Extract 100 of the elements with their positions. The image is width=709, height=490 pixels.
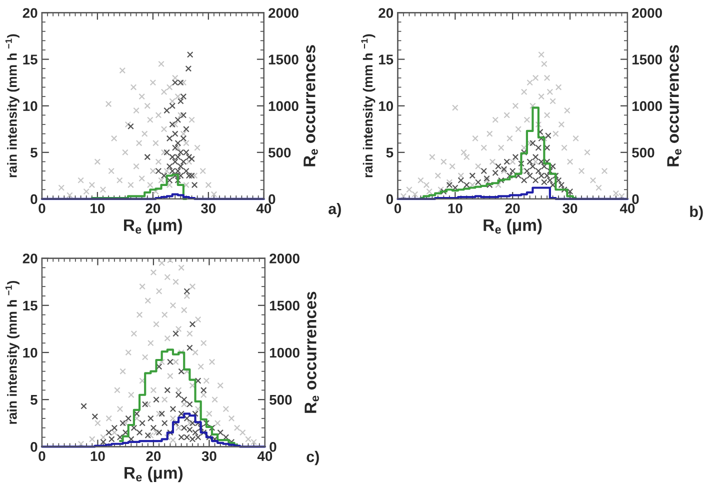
x-axis-title: R$_{e}$ (μm) <box>124 466 182 482</box>
point <box>80 403 87 410</box>
point <box>116 434 124 440</box>
x-tick-label: 10 <box>90 203 105 214</box>
y-tick-label: 10 <box>23 101 38 112</box>
point <box>184 415 190 422</box>
y-tick-label: 20 <box>22 8 38 18</box>
point <box>550 163 556 170</box>
point <box>148 415 154 422</box>
point <box>545 132 552 139</box>
y2-tick-label: 1500 <box>632 54 662 64</box>
x-tick-label: 10 <box>448 203 462 214</box>
point <box>498 177 504 184</box>
point <box>518 160 524 167</box>
y2-tick-label: 1500 <box>268 54 298 64</box>
x-tick-label: 40 <box>257 451 272 462</box>
x-tick-label: 30 <box>202 451 216 462</box>
point <box>184 288 190 294</box>
point <box>524 168 530 174</box>
y-tick-label: 5 <box>386 148 394 158</box>
point <box>164 149 170 156</box>
y2-tick-label: 0 <box>268 194 276 204</box>
point <box>172 158 178 165</box>
point <box>512 154 519 160</box>
y-tick-label: 0 <box>386 194 394 204</box>
point <box>178 98 184 104</box>
point <box>541 163 548 170</box>
point <box>509 168 516 174</box>
point <box>169 121 176 128</box>
y-tick-label: 0 <box>30 194 38 204</box>
point <box>111 424 118 431</box>
point <box>535 168 542 174</box>
point <box>120 420 126 426</box>
text: c) <box>306 450 319 466</box>
point <box>174 140 182 146</box>
point <box>164 387 171 394</box>
point <box>458 177 464 184</box>
x-tick-label: 40 <box>620 203 635 214</box>
y-axis-title: rain intensity (mm h $^{−1}$) <box>361 34 376 178</box>
y-tick-label: 10 <box>23 348 38 358</box>
point <box>532 154 539 160</box>
x-axis-title: R$_{e}$ (μm) <box>124 218 182 234</box>
point <box>153 396 160 403</box>
y-tick-label: 15 <box>379 54 394 64</box>
point <box>92 413 98 420</box>
y-axis-title: rain intensity (mm h $^{−1}$) <box>5 280 20 424</box>
y2-tick-label: 500 <box>268 148 291 158</box>
point <box>170 406 176 412</box>
point <box>156 429 162 436</box>
point <box>166 163 173 170</box>
point <box>526 158 533 165</box>
point <box>532 177 539 184</box>
point <box>139 420 146 426</box>
point <box>158 410 165 417</box>
point <box>546 168 554 174</box>
point <box>189 321 196 328</box>
x-tick-label: 20 <box>146 451 161 462</box>
point <box>194 378 202 384</box>
y2-tick-label: 1000 <box>268 101 298 112</box>
point <box>185 65 192 72</box>
point <box>144 432 152 439</box>
x-tick-label: 10 <box>90 451 105 462</box>
x-tick-label: 30 <box>562 203 578 214</box>
point <box>142 401 148 408</box>
y-tick-label: 20 <box>378 8 394 18</box>
y2-tick-label: 1000 <box>270 348 300 358</box>
x-tick-label: 30 <box>201 203 216 214</box>
y-tick-label: 20 <box>22 254 38 264</box>
point <box>186 401 193 408</box>
point <box>128 123 134 130</box>
point <box>530 140 536 146</box>
x-tick-label: 40 <box>256 203 272 214</box>
point <box>125 415 132 422</box>
y2-tick-label: 0 <box>270 442 276 452</box>
point <box>167 358 174 366</box>
y2-axis-title: R$_{e}$ occurrences <box>304 292 319 413</box>
y2-axis-title: R$_{e}$ occurrences <box>304 45 318 166</box>
point <box>183 126 190 132</box>
point <box>172 330 179 337</box>
x-tick-label: 0 <box>38 203 46 214</box>
y-tick-label: 0 <box>30 442 38 452</box>
point <box>172 130 178 137</box>
point <box>180 135 187 142</box>
point <box>106 429 112 436</box>
point <box>186 51 194 58</box>
point <box>180 112 187 118</box>
point <box>180 158 187 165</box>
point <box>175 392 182 398</box>
x-tick-label: 20 <box>146 203 160 214</box>
point <box>186 172 192 179</box>
point <box>198 424 204 431</box>
point <box>537 128 544 136</box>
point <box>150 424 157 431</box>
point <box>178 368 184 374</box>
x-tick-label: 0 <box>38 451 46 462</box>
y2-tick-label: 2000 <box>632 8 662 18</box>
point <box>200 387 207 394</box>
point <box>186 154 192 160</box>
point <box>208 424 216 431</box>
point <box>155 168 162 174</box>
